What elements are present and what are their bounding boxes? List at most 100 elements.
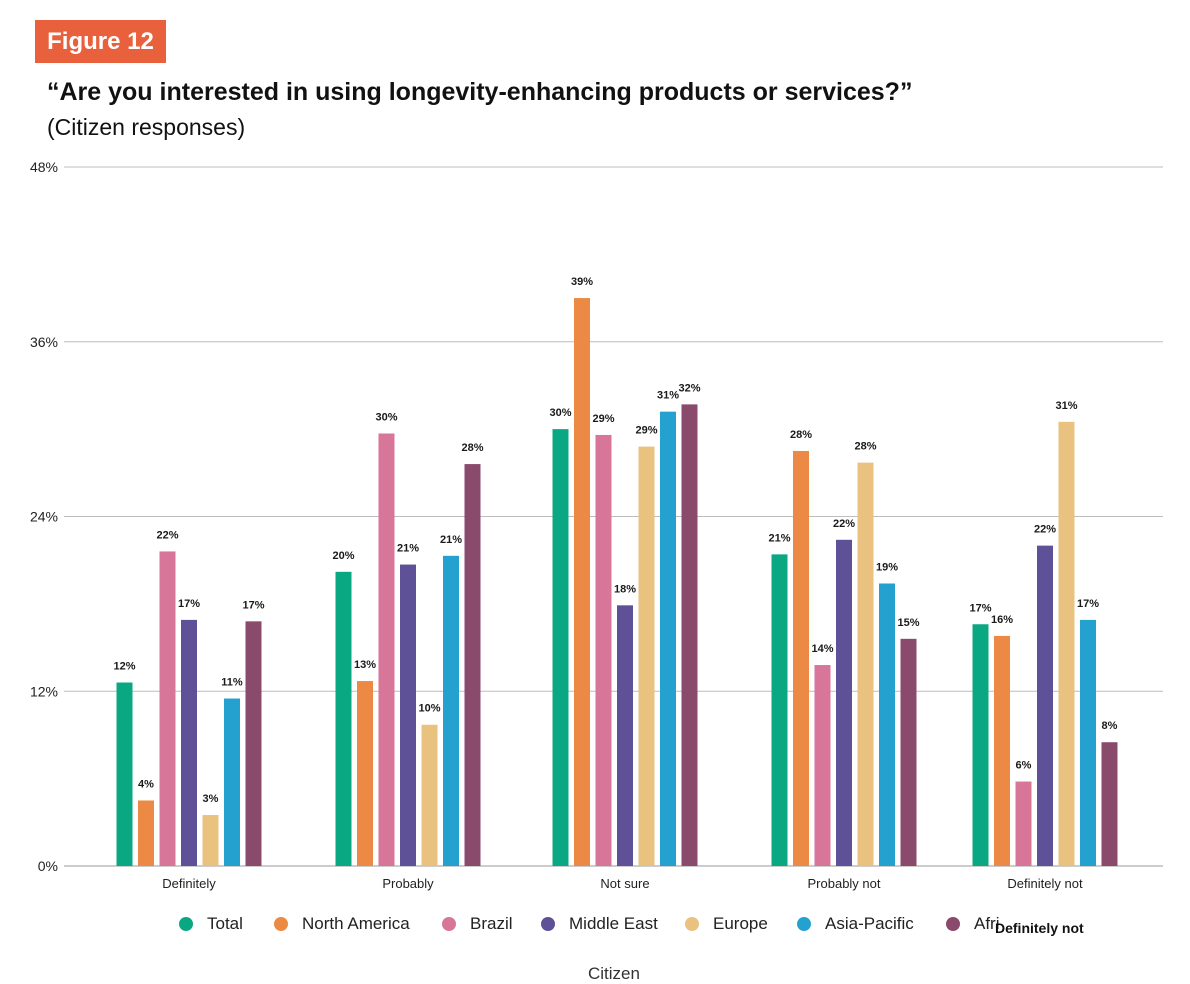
- data-label: 18%: [614, 583, 636, 595]
- chart-subtitle: (Citizen responses): [47, 114, 246, 140]
- bar: [552, 429, 569, 866]
- bar: [138, 800, 154, 866]
- legend-item-brazil: Brazil: [442, 914, 513, 934]
- bar: [1015, 781, 1032, 866]
- legend-label-brazil: Brazil: [470, 914, 513, 933]
- x-tick-label: Definitely: [162, 876, 216, 891]
- legend-label-north-america: North America: [302, 914, 410, 933]
- data-label: 21%: [397, 543, 419, 555]
- bar: [972, 624, 989, 866]
- bar: [357, 681, 373, 866]
- bar: [1058, 421, 1075, 866]
- legend-label-middle-east: Middle East: [569, 914, 658, 933]
- legend-label-total: Total: [207, 914, 243, 933]
- bar: [335, 571, 352, 866]
- data-label: 31%: [1055, 400, 1077, 412]
- data-label: 31%: [657, 390, 679, 402]
- bar: [681, 404, 698, 866]
- bar: [1080, 619, 1096, 866]
- data-label: 6%: [1016, 760, 1032, 772]
- legend-item-north-america: North America: [274, 914, 410, 934]
- data-label: 17%: [969, 602, 991, 614]
- bar: [116, 682, 133, 866]
- legend-swatch-africa: [946, 917, 960, 931]
- data-label: 28%: [790, 429, 812, 441]
- bar: [994, 635, 1010, 866]
- y-tick-label: 36%: [30, 334, 58, 350]
- bar: [836, 539, 852, 866]
- legend-item-europe: Europe: [685, 914, 768, 934]
- data-label: 15%: [897, 617, 919, 629]
- data-label: 22%: [833, 518, 855, 530]
- bar: [181, 619, 197, 866]
- legend-item-total: Total: [179, 914, 243, 934]
- legend-label-asia-pacific: Asia-Pacific: [825, 914, 914, 933]
- data-label: 21%: [440, 534, 462, 546]
- data-label: 28%: [854, 441, 876, 453]
- legend-item-africa: Afri: [946, 914, 1000, 934]
- bar: [771, 554, 788, 866]
- y-tick-label: 0%: [38, 858, 58, 874]
- bar: [443, 555, 459, 866]
- bar: [421, 724, 438, 866]
- bar: [879, 583, 895, 866]
- bar: [617, 605, 633, 866]
- bar: [793, 450, 809, 866]
- figure-label: Figure 12: [35, 20, 166, 63]
- bar: [159, 551, 176, 866]
- y-tick-label: 24%: [30, 509, 58, 525]
- data-label: 10%: [418, 703, 440, 715]
- bar: [378, 433, 395, 866]
- legend-label-africa: Afri: [974, 914, 1000, 933]
- data-label: 29%: [635, 425, 657, 437]
- bar: [660, 411, 676, 866]
- legend-swatch-total: [179, 917, 193, 931]
- legend-item-asia-pacific: Asia-Pacific: [797, 914, 914, 934]
- bar: [400, 564, 416, 866]
- data-label: 17%: [178, 598, 200, 610]
- legend-swatch-asia-pacific: [797, 917, 811, 931]
- data-label: 11%: [221, 677, 243, 689]
- data-label: 8%: [1102, 720, 1118, 732]
- legend-swatch-middle-east: [541, 917, 555, 931]
- data-label: 16%: [991, 614, 1013, 626]
- data-label: 20%: [332, 550, 354, 562]
- legend-label-europe: Europe: [713, 914, 768, 933]
- bar: [224, 698, 240, 866]
- data-label: 39%: [571, 276, 593, 288]
- x-tick-label: Probably not: [808, 876, 881, 891]
- bar: [857, 462, 874, 866]
- bar: [900, 638, 917, 866]
- data-label: 4%: [138, 778, 154, 790]
- data-label: 22%: [1034, 524, 1056, 536]
- data-label: 29%: [592, 413, 614, 425]
- data-label: 28%: [461, 442, 483, 454]
- data-label: 19%: [876, 561, 898, 573]
- legend-item-middle-east: Middle East: [541, 914, 658, 934]
- data-label: 17%: [242, 599, 264, 611]
- legend-swatch-north-america: [274, 917, 288, 931]
- bar: [464, 464, 481, 866]
- data-label: 22%: [156, 529, 178, 541]
- bar: [1101, 742, 1118, 866]
- bar: [1037, 545, 1053, 866]
- data-label: 14%: [811, 643, 833, 655]
- data-label: 3%: [203, 793, 219, 805]
- x-axis-title: Citizen: [588, 964, 640, 983]
- data-label: 30%: [375, 411, 397, 423]
- y-tick-label: 12%: [30, 683, 58, 699]
- overlay-category-label: Definitely not: [995, 920, 1084, 936]
- data-label: 32%: [678, 382, 700, 394]
- legend-swatch-brazil: [442, 917, 456, 931]
- bar: [574, 298, 590, 866]
- bar: [595, 434, 612, 866]
- data-label: 13%: [354, 659, 376, 671]
- data-label: 12%: [113, 661, 135, 673]
- chart-title: “Are you interested in using longevity-e…: [47, 78, 913, 106]
- legend-swatch-europe: [685, 917, 699, 931]
- data-label: 17%: [1077, 598, 1099, 610]
- x-tick-label: Probably: [382, 876, 434, 891]
- bar: [245, 621, 262, 866]
- data-label: 21%: [768, 532, 790, 544]
